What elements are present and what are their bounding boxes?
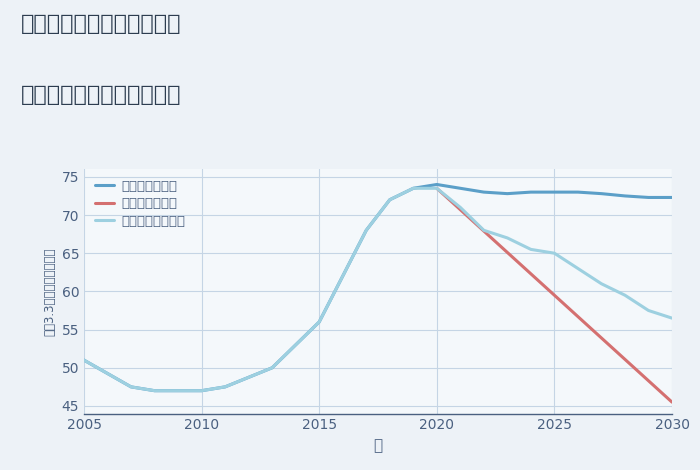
- ノーマルシナリオ: [503, 235, 512, 241]
- ノーマルシナリオ: [456, 204, 465, 210]
- ノーマルシナリオ: [550, 251, 559, 256]
- グッドシナリオ: [433, 181, 441, 187]
- ノーマルシナリオ: [526, 247, 535, 252]
- ノーマルシナリオ: [221, 384, 230, 390]
- ノーマルシナリオ: [174, 388, 182, 393]
- ノーマルシナリオ: [386, 197, 394, 203]
- グッドシナリオ: [221, 384, 230, 390]
- バッドシナリオ: [668, 400, 676, 405]
- グッドシナリオ: [621, 193, 629, 199]
- ノーマルシナリオ: [433, 186, 441, 191]
- ノーマルシナリオ: [621, 292, 629, 298]
- グッドシナリオ: [409, 186, 417, 191]
- ノーマルシナリオ: [197, 388, 206, 393]
- Legend: グッドシナリオ, バッドシナリオ, ノーマルシナリオ: グッドシナリオ, バッドシナリオ, ノーマルシナリオ: [90, 176, 189, 232]
- ノーマルシナリオ: [480, 227, 488, 233]
- X-axis label: 年: 年: [373, 438, 383, 453]
- ノーマルシナリオ: [668, 315, 676, 321]
- ノーマルシナリオ: [127, 384, 135, 390]
- グッドシナリオ: [268, 365, 277, 371]
- グッドシナリオ: [174, 388, 182, 393]
- ノーマルシナリオ: [150, 388, 159, 393]
- グッドシナリオ: [456, 186, 465, 191]
- グッドシナリオ: [362, 227, 370, 233]
- Text: 中古マンションの価格推移: 中古マンションの価格推移: [21, 85, 181, 105]
- ノーマルシナリオ: [597, 281, 606, 287]
- グッドシナリオ: [197, 388, 206, 393]
- ノーマルシナリオ: [644, 308, 652, 313]
- グッドシナリオ: [574, 189, 582, 195]
- グッドシナリオ: [503, 191, 512, 196]
- ノーマルシナリオ: [268, 365, 277, 371]
- グッドシナリオ: [315, 319, 323, 325]
- グッドシナリオ: [80, 357, 88, 363]
- Line: グッドシナリオ: グッドシナリオ: [84, 184, 672, 391]
- Text: 福岡県太宰府市観世音寺の: 福岡県太宰府市観世音寺の: [21, 14, 181, 34]
- グッドシナリオ: [150, 388, 159, 393]
- Y-axis label: 平（3.3㎡）単価（万円）: 平（3.3㎡）単価（万円）: [43, 247, 56, 336]
- ノーマルシナリオ: [315, 319, 323, 325]
- ノーマルシナリオ: [409, 186, 417, 191]
- バッドシナリオ: [433, 186, 441, 191]
- グッドシナリオ: [526, 189, 535, 195]
- グッドシナリオ: [644, 195, 652, 200]
- グッドシナリオ: [597, 191, 606, 196]
- Line: バッドシナリオ: バッドシナリオ: [437, 188, 672, 402]
- ノーマルシナリオ: [80, 357, 88, 363]
- バッドシナリオ: [550, 292, 559, 298]
- グッドシナリオ: [480, 189, 488, 195]
- ノーマルシナリオ: [362, 227, 370, 233]
- Line: ノーマルシナリオ: ノーマルシナリオ: [84, 188, 672, 391]
- グッドシナリオ: [550, 189, 559, 195]
- グッドシナリオ: [127, 384, 135, 390]
- ノーマルシナリオ: [574, 266, 582, 271]
- グッドシナリオ: [386, 197, 394, 203]
- グッドシナリオ: [668, 195, 676, 200]
